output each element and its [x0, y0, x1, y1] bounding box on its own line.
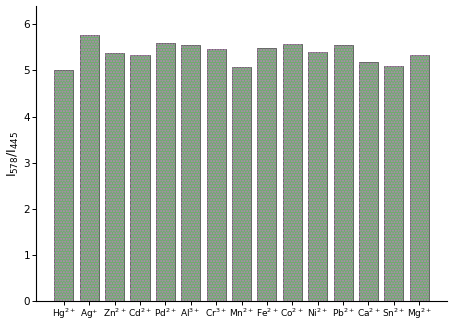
Bar: [359, 62, 378, 301]
Y-axis label: I$_{578}$/I$_{445}$: I$_{578}$/I$_{445}$: [5, 130, 21, 177]
Bar: [54, 70, 73, 301]
Bar: [105, 53, 124, 301]
Bar: [410, 55, 429, 301]
Bar: [410, 55, 429, 301]
Bar: [156, 43, 175, 301]
Bar: [130, 56, 149, 301]
Bar: [181, 45, 200, 301]
Bar: [308, 52, 327, 301]
Bar: [80, 35, 99, 301]
Bar: [80, 35, 99, 301]
Bar: [333, 45, 352, 301]
Bar: [232, 67, 251, 301]
Bar: [384, 66, 403, 301]
Bar: [105, 53, 124, 301]
Bar: [156, 43, 175, 301]
Bar: [181, 45, 200, 301]
Bar: [207, 48, 226, 301]
Bar: [257, 48, 276, 301]
Bar: [232, 67, 251, 301]
Bar: [283, 44, 302, 301]
Bar: [384, 66, 403, 301]
Bar: [54, 70, 73, 301]
Bar: [359, 62, 378, 301]
Bar: [130, 56, 149, 301]
Bar: [283, 44, 302, 301]
Bar: [308, 52, 327, 301]
Bar: [257, 48, 276, 301]
Bar: [333, 45, 352, 301]
Bar: [207, 48, 226, 301]
